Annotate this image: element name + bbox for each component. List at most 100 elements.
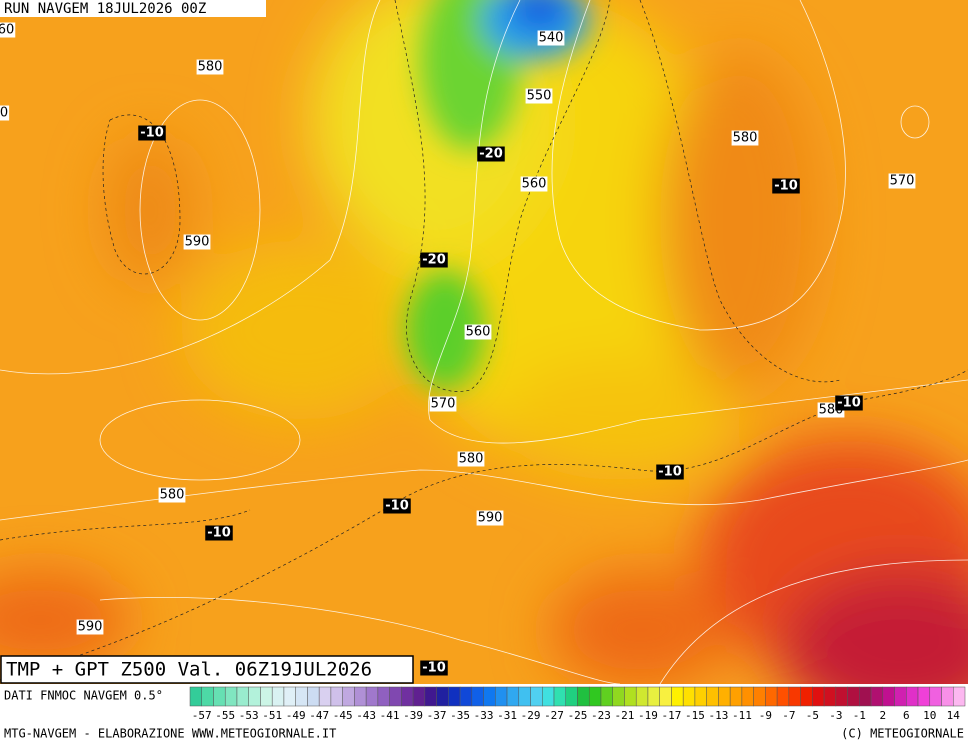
temperature-contour-label: -10 <box>837 396 861 411</box>
colorbar-swatch <box>917 686 931 707</box>
colorbar-swatch <box>318 686 332 707</box>
colorbar-swatch <box>765 686 778 707</box>
temperature-label-box <box>835 395 863 411</box>
colorbar-swatch <box>600 686 613 707</box>
temperature-contour-label: -10 <box>422 661 446 676</box>
colorbar-swatch <box>588 686 602 707</box>
temperature-contour-label: -10 <box>207 526 231 541</box>
colorbar-swatch <box>530 686 543 707</box>
colorbar-swatch <box>624 686 637 707</box>
colorbar-label: 2 <box>879 709 886 722</box>
temperature-label-box <box>138 125 166 141</box>
colorbar-label: -17 <box>662 709 682 722</box>
height-contour-label: 540 <box>539 31 564 46</box>
map-title: TMP + GPT Z500 Val. 06Z19JUL2026 <box>6 659 372 681</box>
colorbar-swatch <box>671 686 684 707</box>
height-label-box <box>520 176 548 192</box>
temperature-contour-label: -20 <box>479 147 503 162</box>
colorbar-swatch <box>236 686 249 707</box>
colorbar-swatch <box>471 686 484 707</box>
colorbar-label: -11 <box>732 709 752 722</box>
temperature-label-box <box>477 146 505 162</box>
colorbar-label: -13 <box>708 709 728 722</box>
colorbar-swatch <box>224 686 238 707</box>
colorbar-swatch <box>835 686 848 707</box>
colorbar-label: -25 <box>568 709 588 722</box>
colorbar-swatch <box>271 686 285 707</box>
colorbar-label: -35 <box>450 709 470 722</box>
height-label-box <box>464 324 492 340</box>
height-contour-label: 580 <box>459 452 484 467</box>
colorbar-swatch <box>612 686 625 707</box>
temperature-label-box <box>205 525 233 541</box>
temperature-label-box <box>420 252 448 268</box>
colorbar-swatch <box>342 686 355 707</box>
colorbar-label: -55 <box>215 709 235 722</box>
colorbar-swatch <box>307 686 320 707</box>
height-label-box <box>0 22 16 38</box>
height-contour-label: 570 <box>890 174 915 189</box>
colorbar-swatch <box>847 686 860 707</box>
colorbar-swatch <box>577 686 590 707</box>
colorbar-label: -27 <box>544 709 564 722</box>
colorbar-label: -43 <box>356 709 376 722</box>
colorbar-swatch <box>565 686 578 707</box>
colorbar-swatch <box>424 686 437 707</box>
colorbar-swatch <box>330 686 343 707</box>
colorbar-swatch <box>389 686 402 707</box>
colorbar-swatch <box>365 686 379 707</box>
temperature-contour-label: -10 <box>140 126 164 141</box>
colorbar-swatch <box>682 686 696 707</box>
temperature-contour-label: -20 <box>422 253 446 268</box>
height-label-box <box>196 59 224 75</box>
colorbar-label: -3 <box>829 709 842 722</box>
height-contour-label: 580 <box>733 131 758 146</box>
colorbar-swatch <box>870 686 884 707</box>
colorbar-label: -5 <box>806 709 819 722</box>
colorbar-swatch <box>729 686 743 707</box>
colorbar-swatch <box>953 686 966 707</box>
colorbar-swatch <box>741 686 754 707</box>
colorbar-swatch <box>812 686 825 707</box>
source-label: DATI FNMOC NAVGEM 0.5° <box>4 689 163 703</box>
colorbar-label: 10 <box>923 709 936 722</box>
temperature-label-box <box>420 660 448 676</box>
temperature-label-box <box>383 498 411 514</box>
height-label-box <box>0 105 10 121</box>
colorbar-swatch <box>295 686 308 707</box>
colorbar-label: -51 <box>262 709 282 722</box>
height-contour-label: 580 <box>198 60 223 75</box>
height-label-box <box>183 234 211 250</box>
colorbar-label: -15 <box>685 709 705 722</box>
colorbar-swatch <box>776 686 790 707</box>
height-label-box <box>158 487 186 503</box>
colorbar-swatch <box>412 686 426 707</box>
colorbar-swatch <box>483 686 496 707</box>
temperature-contour-label: -10 <box>774 179 798 194</box>
height-label-box <box>76 619 104 635</box>
colorbar-label: -21 <box>615 709 635 722</box>
colorbar-swatch <box>659 686 672 707</box>
colorbar-swatch <box>260 686 273 707</box>
run-box <box>0 0 266 17</box>
height-label-box <box>457 451 485 467</box>
height-label-box <box>429 396 457 412</box>
colorbar-label: -23 <box>591 709 611 722</box>
temperature-contour-label: -10 <box>385 499 409 514</box>
colorbar-swatch <box>189 686 202 707</box>
colorbar-swatch <box>635 686 649 707</box>
colorbar-swatch <box>788 686 801 707</box>
colorbar-label: -37 <box>427 709 447 722</box>
colorbar-label: 6 <box>903 709 910 722</box>
height-label-box <box>525 88 553 104</box>
colorbar: -57 -55 -53 -51 -49 -47 -45 -43 -41 -39 -37 -35 -33-… <box>189 686 966 722</box>
height-contour-label: 580 <box>160 488 185 503</box>
colorbar-label: -49 <box>286 709 306 722</box>
height-contour-label: 590 <box>78 620 103 635</box>
run-label: RUN NAVGEM 18JUL2026 00Z <box>4 1 206 17</box>
colorbar-swatch <box>448 686 461 707</box>
colorbar-swatch <box>859 686 872 707</box>
colorbar-swatch <box>354 686 367 707</box>
